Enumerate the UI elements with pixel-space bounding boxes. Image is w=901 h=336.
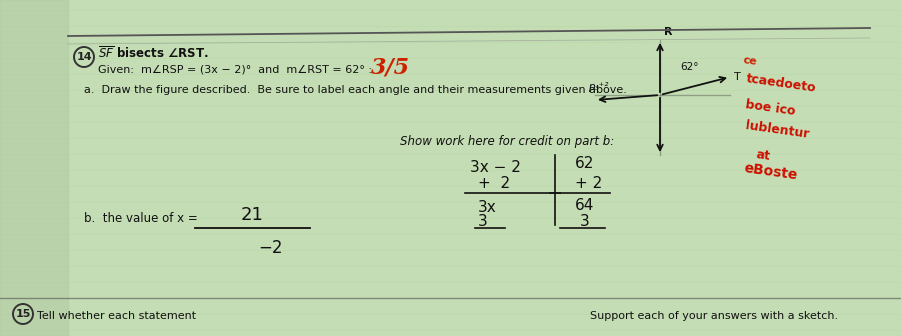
Text: p₃⁺²: p₃⁺² [587, 82, 608, 92]
Text: a.  Draw the figure described.  Be sure to label each angle and their measuremen: a. Draw the figure described. Be sure to… [84, 85, 627, 95]
Text: 3/5: 3/5 [370, 57, 410, 79]
Text: ce: ce [742, 55, 758, 67]
Text: 21: 21 [241, 206, 263, 224]
Text: at: at [755, 148, 771, 163]
Text: Show work here for credit on part b:: Show work here for credit on part b: [400, 135, 614, 149]
Text: T: T [734, 72, 741, 82]
Text: $\overline{SF}$ bisects ∠RST.: $\overline{SF}$ bisects ∠RST. [98, 45, 209, 61]
Text: +  2: + 2 [478, 175, 510, 191]
Text: 3: 3 [478, 214, 487, 229]
Text: Given:  m∠RSP = (3x − 2)°  and  m∠RST = 62° :: Given: m∠RSP = (3x − 2)° and m∠RST = 62°… [98, 65, 372, 75]
Text: b.  the value of x =: b. the value of x = [84, 211, 197, 224]
Text: 3x − 2: 3x − 2 [470, 161, 521, 175]
Text: 64: 64 [575, 198, 595, 212]
Text: boe ico: boe ico [745, 98, 796, 118]
Text: 62: 62 [575, 156, 595, 170]
Text: Support each of your answers with a sketch.: Support each of your answers with a sket… [590, 311, 838, 321]
Text: + 2: + 2 [575, 175, 602, 191]
Text: 62°: 62° [680, 62, 698, 72]
Text: R: R [664, 27, 672, 37]
Text: eBoste: eBoste [743, 162, 798, 183]
Text: lublentur: lublentur [745, 119, 810, 141]
Bar [0, 0, 68, 336]
Text: 15: 15 [15, 309, 31, 319]
Text: Tell whether each statement: Tell whether each statement [37, 311, 196, 321]
Text: 3x: 3x [478, 201, 496, 215]
Text: 3: 3 [580, 214, 590, 229]
Text: 14: 14 [77, 52, 92, 62]
Text: −2: −2 [258, 239, 282, 257]
Text: tcaedoeto: tcaedoeto [745, 72, 816, 95]
